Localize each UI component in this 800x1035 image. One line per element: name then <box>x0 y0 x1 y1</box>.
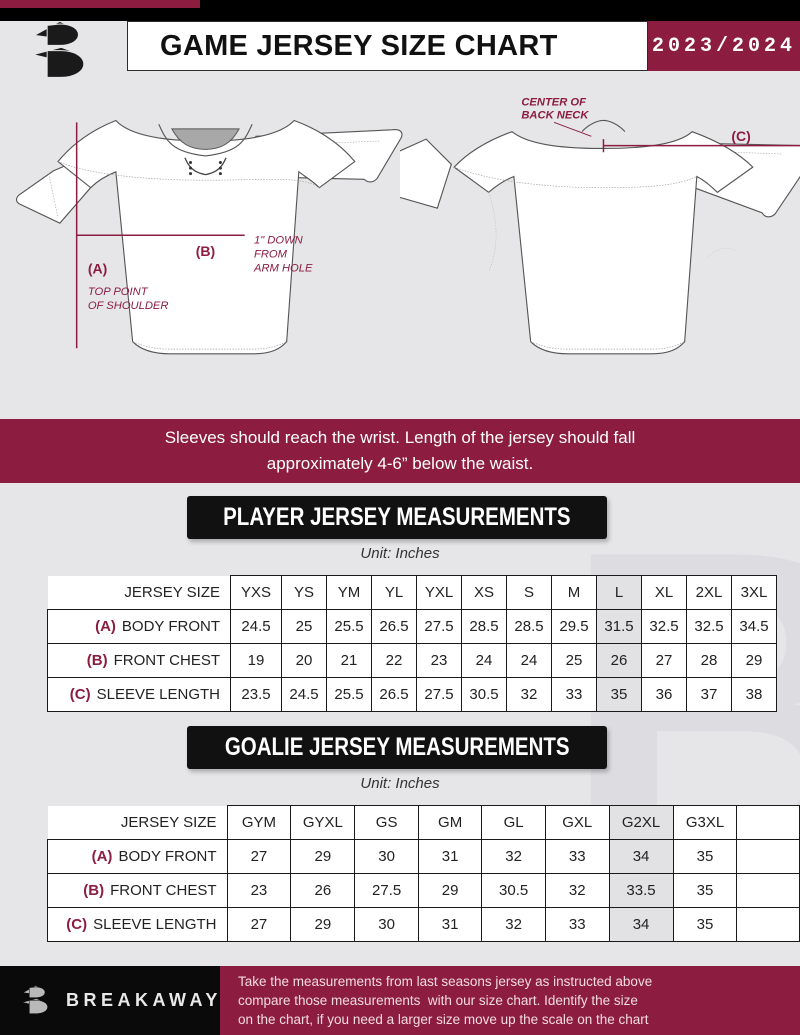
svg-text:ARM HOLE: ARM HOLE <box>253 263 313 275</box>
svg-text:1" DOWN: 1" DOWN <box>254 235 304 247</box>
svg-text:CENTER OF: CENTER OF <box>521 97 587 109</box>
svg-text:(B): (B) <box>196 243 215 259</box>
svg-text:OF SHOULDER: OF SHOULDER <box>88 300 169 312</box>
svg-text:TOP POINT: TOP POINT <box>88 286 149 298</box>
svg-text:FROM: FROM <box>254 249 288 261</box>
svg-text:(A): (A) <box>88 261 107 277</box>
svg-text:(C): (C) <box>731 128 750 144</box>
svg-text:BACK NECK: BACK NECK <box>521 110 589 122</box>
